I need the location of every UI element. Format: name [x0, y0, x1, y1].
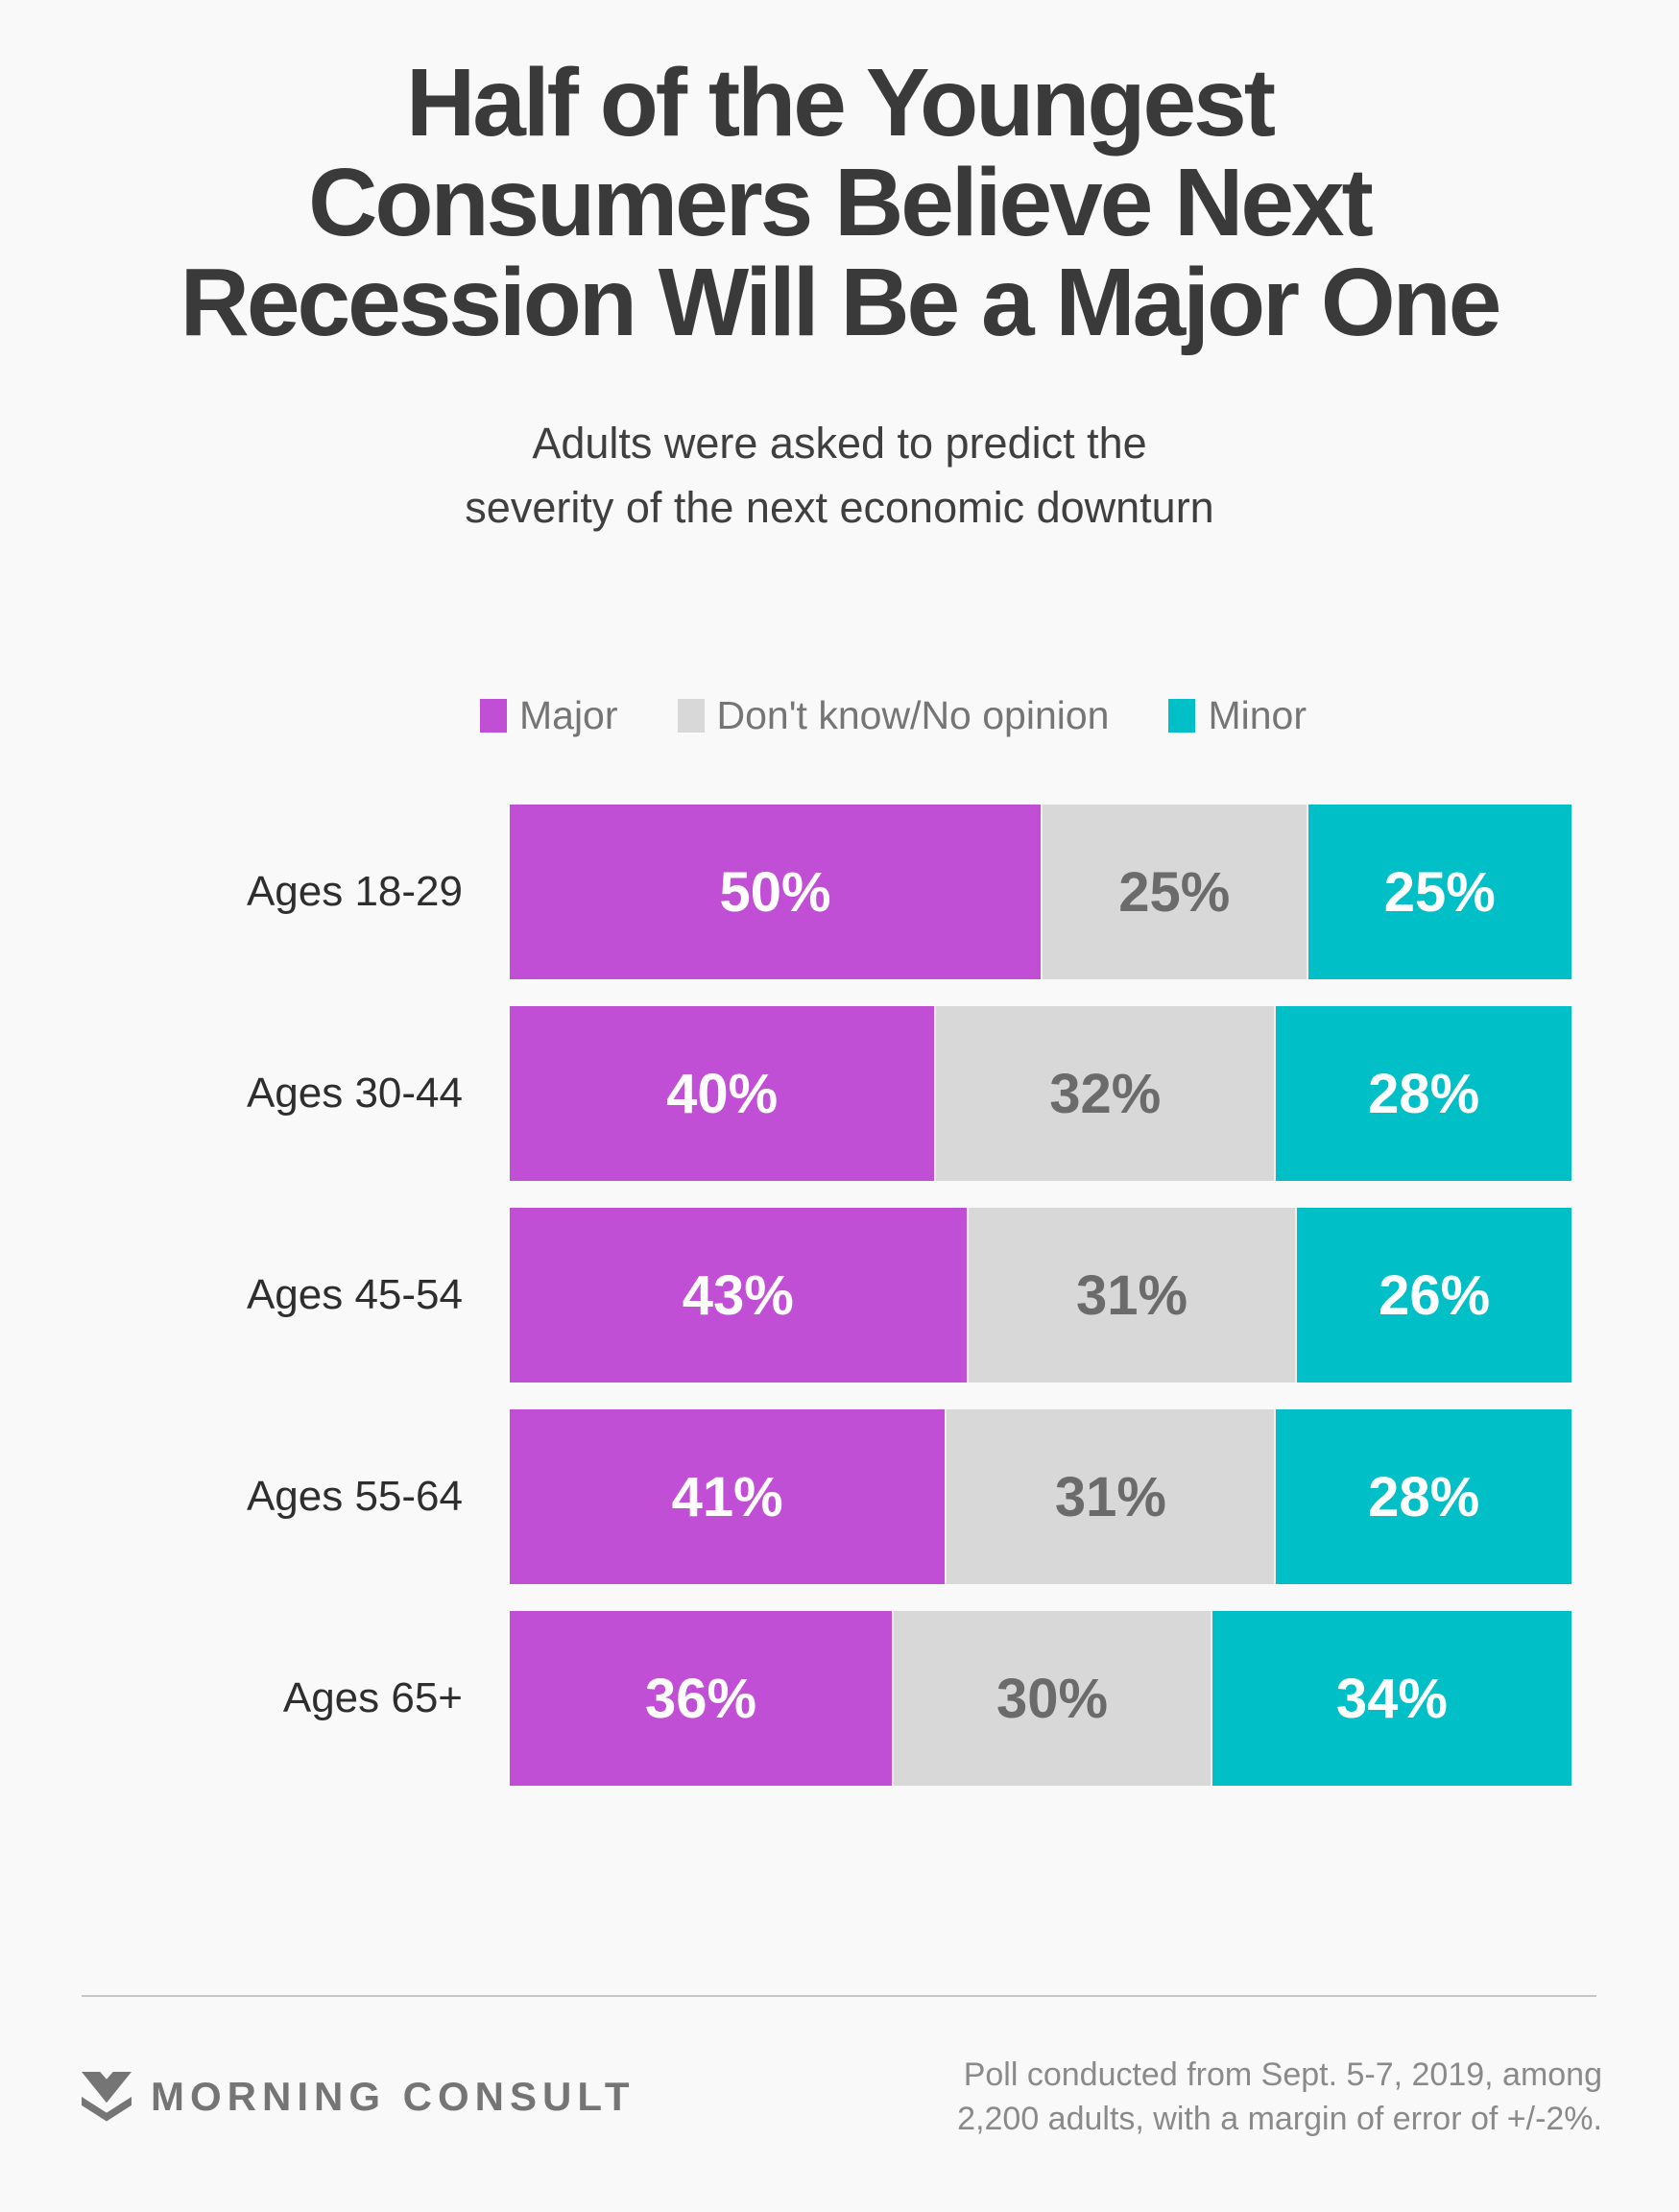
chart-page: Half of the Youngest Consumers Believe N…	[0, 53, 1679, 2212]
bar-segment-major: 43%	[510, 1208, 967, 1382]
legend-item: Don't know/No opinion	[677, 693, 1110, 738]
morning-consult-m-icon	[82, 2072, 132, 2122]
age-group-label: Ages 30-44	[246, 1070, 463, 1117]
age-group-label: Ages 65+	[282, 1674, 463, 1721]
bar-segment-don-t-know-no-opinion: 31%	[966, 1208, 1296, 1382]
footer-divider	[82, 1995, 1596, 1997]
source-note-line: Poll conducted from Sept. 5-7, 2019, amo…	[963, 2056, 1602, 2093]
bar-segment-don-t-know-no-opinion: 32%	[934, 1006, 1275, 1181]
legend-label: Don't know/No opinion	[716, 693, 1110, 737]
chart-row: Ages 55-64 41% 31% 28%	[0, 1409, 1679, 1584]
bar-segment-major: 40%	[510, 1006, 935, 1181]
chart-row: Ages 30-44 40% 32% 28%	[0, 1006, 1679, 1181]
stacked-bar: 41% 31% 28%	[510, 1409, 1571, 1584]
source-note-line: 2,200 adults, with a margin of error of …	[957, 2101, 1602, 2137]
brand-wordmark: MORNING CONSULT	[151, 2074, 636, 2119]
age-group-label: Ages 55-64	[246, 1473, 463, 1520]
bar-segment-minor: 26%	[1295, 1208, 1571, 1382]
stacked-bar: 40% 32% 28%	[510, 1006, 1571, 1181]
age-group-label: Ages 45-54	[246, 1271, 463, 1318]
bar-segment-major: 41%	[510, 1409, 946, 1584]
chart-subtitle-line: severity of the next economic downturn	[465, 483, 1214, 532]
bar-segment-minor: 25%	[1306, 805, 1571, 979]
chart-title-line: Recession Will Be a Major One	[180, 249, 1502, 356]
legend-label: Major	[518, 693, 618, 737]
stacked-bar: 50% 25% 25%	[510, 805, 1571, 979]
source-note: Poll conducted from Sept. 5-7, 2019, amo…	[957, 2053, 1602, 2141]
chart-row: Ages 18-29 50% 25% 25%	[0, 805, 1679, 979]
bar-segment-don-t-know-no-opinion: 25%	[1041, 805, 1307, 979]
chart-title-line: Consumers Believe Next	[308, 149, 1374, 256]
legend-item: Minor	[1168, 693, 1307, 738]
legend-swatch-icon	[1168, 699, 1196, 733]
chart-title-line: Half of the Youngest	[406, 49, 1276, 156]
chart-row: Ages 45-54 43% 31% 26%	[0, 1208, 1679, 1382]
stacked-bar: 36% 30% 34%	[510, 1611, 1571, 1786]
bar-segment-minor: 28%	[1274, 1006, 1571, 1181]
chart-row: Ages 65+ 36% 30% 34%	[0, 1611, 1679, 1786]
legend-label: Minor	[1208, 693, 1307, 737]
chart-subtitle: Adults were asked to predict the severit…	[19, 411, 1660, 540]
bar-segment-don-t-know-no-opinion: 30%	[892, 1611, 1211, 1786]
stacked-bar: 43% 31% 26%	[510, 1208, 1571, 1382]
legend-swatch-icon	[677, 699, 705, 733]
footer: MORNING CONSULT Poll conducted from Sept…	[0, 2053, 1679, 2141]
bar-segment-minor: 28%	[1274, 1409, 1571, 1584]
legend-swatch-icon	[479, 699, 507, 733]
age-group-label: Ages 18-29	[246, 868, 463, 915]
chart-title: Half of the Youngest Consumers Believe N…	[19, 53, 1660, 352]
bar-segment-minor: 34%	[1210, 1611, 1571, 1786]
bar-segment-major: 36%	[510, 1611, 893, 1786]
bar-chart: Ages 18-29 50% 25% 25% Ages 30-44 40% 32% 28% Ag…	[0, 805, 1679, 1786]
bar-segment-major: 50%	[510, 805, 1041, 979]
legend-item: Major	[479, 693, 618, 738]
chart-subtitle-line: Adults were asked to predict the	[532, 419, 1147, 468]
legend: Major Don't know/No opinion Minor	[108, 693, 1679, 738]
morning-consult-logo: MORNING CONSULT	[82, 2072, 636, 2122]
bar-segment-don-t-know-no-opinion: 31%	[945, 1409, 1275, 1584]
